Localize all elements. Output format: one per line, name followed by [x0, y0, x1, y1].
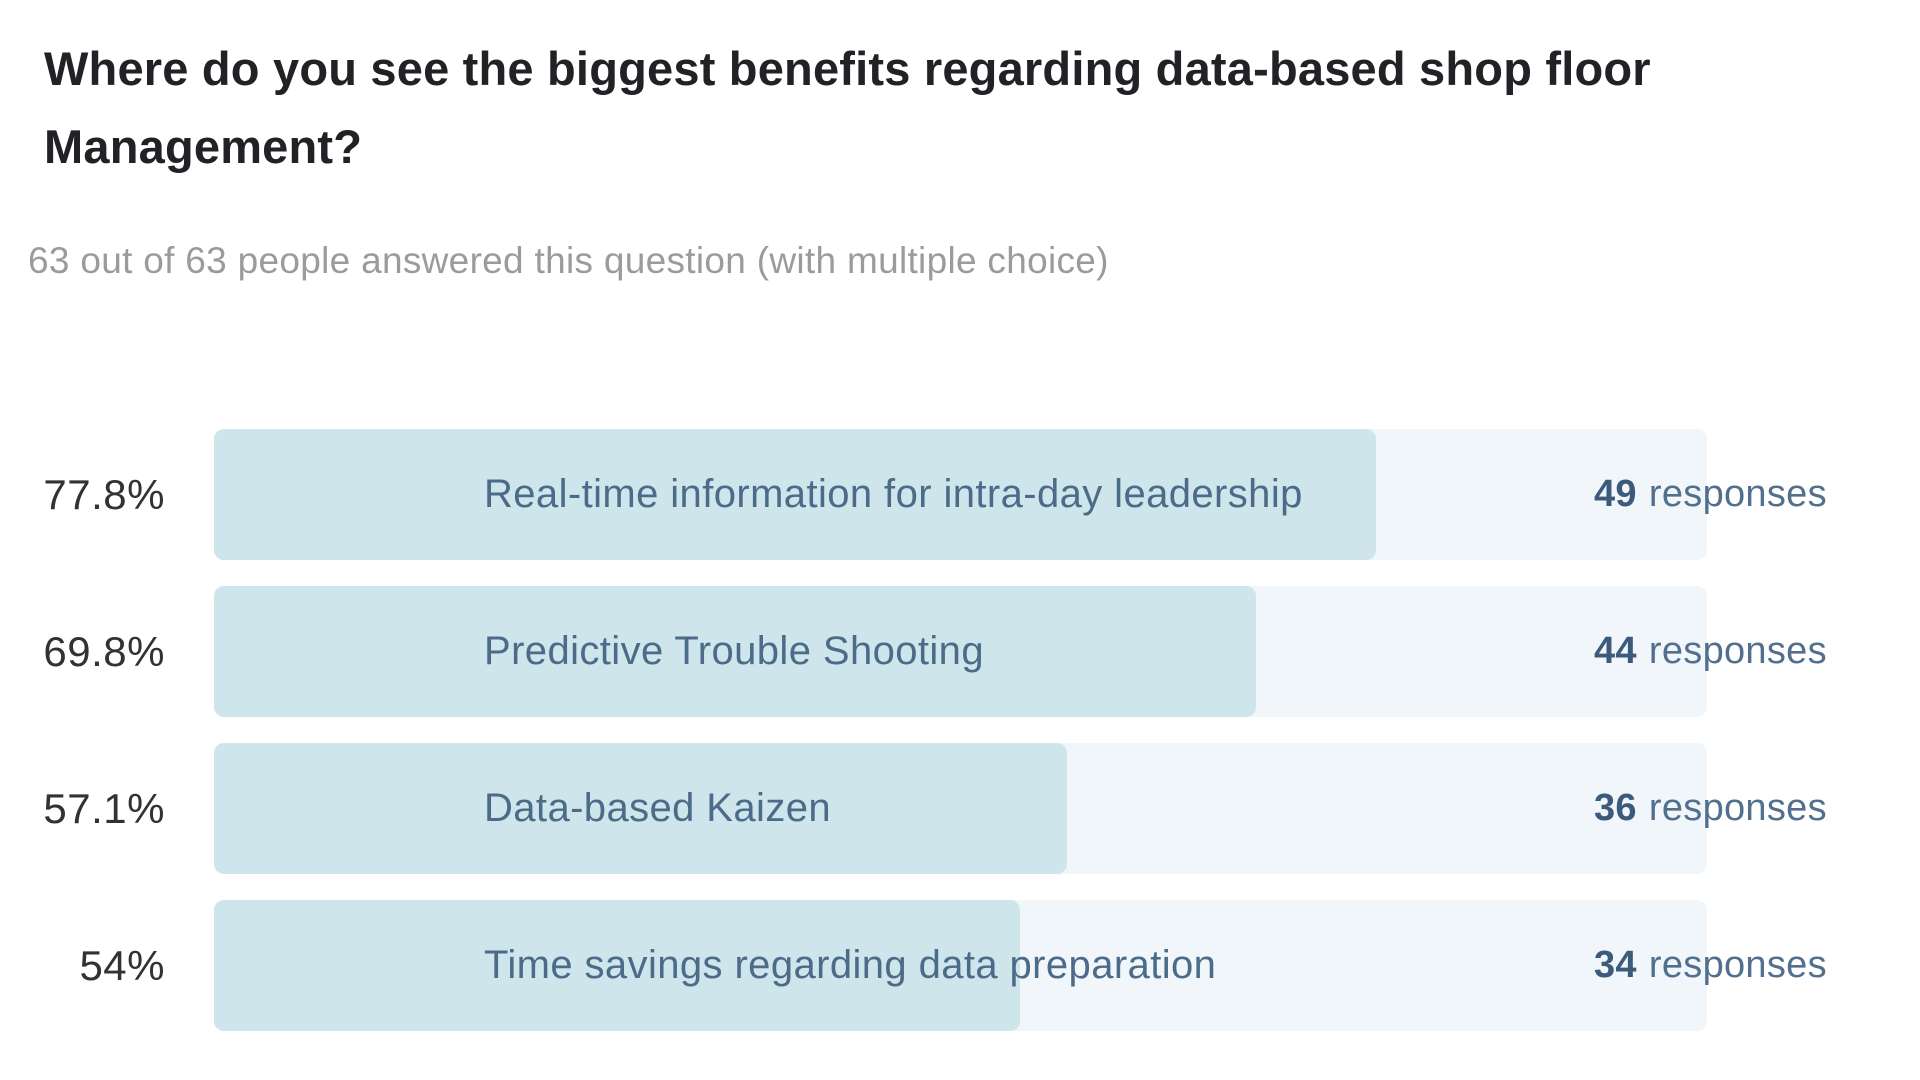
responses-label: 34 responses: [1594, 900, 1827, 1031]
bar-fill: [214, 586, 1257, 717]
responses-word: responses: [1648, 630, 1827, 672]
bar-track: Data-based Kaizen 36 responses: [214, 743, 1827, 874]
result-row: 57.1% Data-based Kaizen 36 responses: [0, 743, 1920, 874]
responses-word: responses: [1648, 473, 1827, 515]
question-subtitle: 63 out of 63 people answered this questi…: [28, 240, 1109, 281]
responses-label: 49 responses: [1594, 429, 1827, 560]
bar-fill: [214, 429, 1376, 560]
bar-fill: [214, 900, 1021, 1031]
result-row: 54% Time savings regarding data preparat…: [0, 900, 1920, 1031]
bar-fill: [214, 743, 1067, 874]
bar-track: Time savings regarding data preparation …: [214, 900, 1827, 1031]
responses-word: responses: [1648, 787, 1827, 829]
question-title: Where do you see the biggest benefits re…: [44, 42, 1651, 173]
survey-results-bar-chart: 77.8% Real-time information for intra-da…: [0, 429, 1920, 1031]
responses-label: 44 responses: [1594, 586, 1827, 717]
result-row: 69.8% Predictive Trouble Shooting 44 res…: [0, 586, 1920, 717]
response-count: 34: [1594, 944, 1637, 986]
percent-label: 57.1%: [43, 784, 165, 832]
percent-label: 54%: [79, 941, 165, 989]
response-count: 44: [1594, 630, 1637, 672]
responses-label: 36 responses: [1594, 743, 1827, 874]
response-count: 36: [1594, 787, 1637, 829]
option-label: Predictive Trouble Shooting: [484, 629, 984, 673]
option-label: Time savings regarding data preparation: [484, 943, 1217, 987]
percent-label: 77.8%: [43, 470, 165, 518]
result-row: 77.8% Real-time information for intra-da…: [0, 429, 1920, 560]
responses-word: responses: [1648, 944, 1827, 986]
bar-track: Predictive Trouble Shooting 44 responses: [214, 586, 1827, 717]
option-label: Data-based Kaizen: [484, 786, 832, 830]
option-label: Real-time information for intra-day lead…: [484, 472, 1303, 516]
bar-track: Real-time information for intra-day lead…: [214, 429, 1827, 560]
percent-label: 69.8%: [43, 627, 165, 675]
response-count: 49: [1594, 473, 1637, 515]
